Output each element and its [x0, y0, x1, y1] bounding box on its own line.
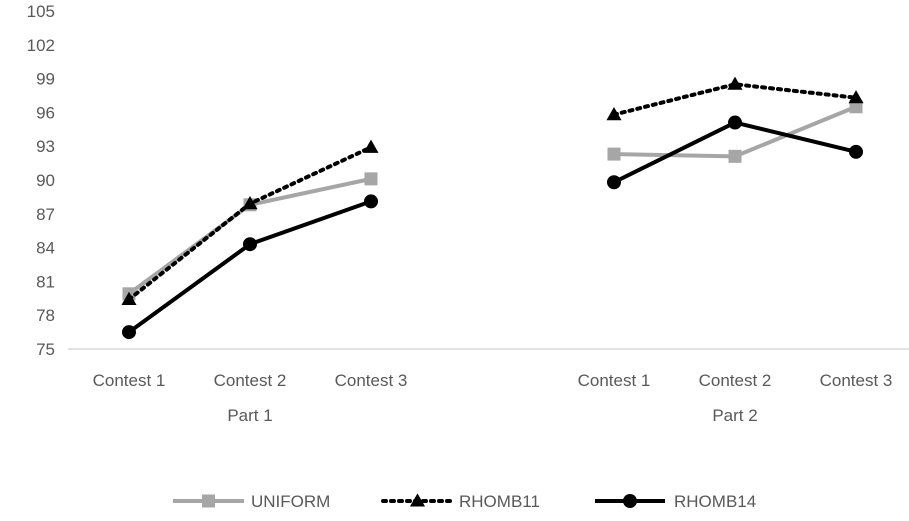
data-point-circle	[849, 144, 863, 159]
x-group-label: Part 2	[712, 406, 757, 425]
legend-marker	[623, 494, 637, 508]
y-tick-label: 105	[27, 2, 55, 21]
data-point-square	[607, 147, 621, 161]
series-line	[127, 145, 373, 302]
data-point-square	[849, 100, 863, 114]
x-tick-label: Contest 2	[214, 371, 287, 390]
y-tick-label: 75	[36, 340, 55, 359]
data-point-circle	[728, 115, 742, 130]
x-group-label: Part 1	[227, 406, 272, 425]
data-point-triangle	[848, 90, 864, 104]
x-tick-label: Contest 3	[820, 371, 893, 390]
data-point-triangle	[363, 139, 379, 153]
legend-marker	[202, 494, 215, 508]
series-uniform	[122, 100, 863, 301]
y-tick-label: 96	[36, 103, 55, 122]
data-point-triangle	[727, 76, 743, 90]
x-axis-group-labels: Part 1 Part 2	[227, 406, 757, 425]
legend-label: UNIFORM	[251, 492, 330, 511]
legend-item-rhomb11: RHOMB11	[381, 492, 540, 511]
data-point-circle	[607, 175, 621, 190]
y-tick-label: 87	[36, 205, 55, 224]
x-axis-tick-labels: Contest 1 Contest 2 Contest 3 Contest 1 Cont…	[93, 371, 893, 390]
y-tick-label: 81	[36, 272, 55, 291]
y-tick-label: 78	[36, 306, 55, 325]
data-point-triangle	[121, 291, 137, 305]
y-tick-label: 99	[36, 70, 55, 89]
y-tick-label: 102	[27, 36, 55, 55]
data-point-circle	[364, 194, 378, 209]
y-tick-label: 84	[36, 239, 55, 258]
data-point-triangle	[606, 106, 622, 121]
x-tick-label: Contest 3	[335, 371, 408, 390]
y-tick-label: 93	[36, 137, 55, 156]
series-line	[613, 104, 857, 159]
legend: UNIFORM RHOMB11 RHOMB14	[173, 492, 756, 511]
data-point-circle	[122, 325, 136, 340]
x-tick-label: Contest 2	[699, 371, 772, 390]
data-point-circle	[243, 237, 257, 252]
y-axis-ticks: 75 78 81 84 87 90 93 96 99 102 105	[27, 2, 55, 359]
legend-marker	[409, 493, 426, 507]
series-rhomb11	[121, 76, 864, 305]
series-layer	[121, 76, 864, 340]
x-tick-label: Contest 1	[93, 371, 166, 390]
data-point-square	[364, 172, 378, 186]
data-point-triangle	[242, 196, 258, 210]
legend-item-rhomb14: RHOMB14	[595, 492, 756, 511]
y-tick-label: 90	[36, 171, 55, 190]
legend-item-uniform: UNIFORM	[173, 492, 330, 511]
x-tick-label: Contest 1	[578, 371, 651, 390]
legend-label: RHOMB14	[674, 492, 756, 511]
series-rhomb14	[122, 115, 863, 340]
legend-label: RHOMB11	[459, 492, 540, 511]
data-point-square	[728, 149, 742, 163]
